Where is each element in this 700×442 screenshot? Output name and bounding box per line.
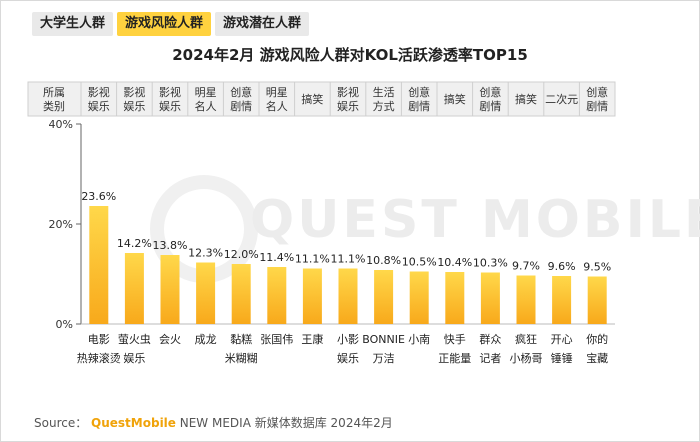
category-label: 明星	[266, 86, 288, 99]
bar	[374, 270, 394, 324]
x-tick-label: 万洁	[373, 352, 395, 365]
x-tick-label: 记者	[479, 352, 501, 365]
x-tick-label: BONNIE	[362, 333, 405, 346]
source-rest: NEW MEDIA 新媒体数据库 2024年2月	[175, 416, 393, 430]
data-label: 9.5%	[583, 261, 611, 274]
data-label: 10.8%	[366, 254, 401, 267]
x-tick-label: 电影	[88, 333, 110, 346]
source-brand: QuestMobile	[91, 416, 176, 430]
y-tick-label: 40%	[49, 118, 73, 131]
category-label: 剧情	[479, 100, 501, 113]
category-label: 创意	[230, 85, 252, 99]
data-label: 11.1%	[295, 253, 330, 266]
category-label: 影视	[159, 85, 181, 99]
data-label: 11.4%	[259, 251, 294, 264]
category-label: 二次元	[545, 92, 578, 106]
x-tick-label: 娱乐	[123, 351, 145, 365]
data-label: 12.0%	[224, 248, 259, 261]
x-tick-label: 王康	[301, 332, 323, 346]
data-label: 12.3%	[188, 247, 223, 260]
y-tick-label: 0%	[56, 318, 73, 331]
bar	[89, 206, 109, 324]
x-tick-label: 成龙	[195, 333, 217, 346]
bar	[552, 276, 572, 324]
bar	[196, 262, 216, 324]
x-tick-label: 锤锤	[551, 351, 573, 365]
category-label: 影视	[123, 85, 145, 99]
y-tick-label: 20%	[49, 218, 73, 231]
category-label: 娱乐	[123, 99, 145, 113]
x-tick-label: 快手	[444, 332, 466, 346]
tab-college-students[interactable]: 大学生人群	[32, 12, 114, 36]
category-label: 搞笑	[301, 92, 323, 106]
x-tick-label: 小影	[337, 333, 359, 346]
category-label: 搞笑	[444, 92, 466, 106]
x-tick-label: 小杨哥	[510, 351, 543, 365]
tab-bar: 大学生人群 游戏风险人群 游戏潜在人群	[32, 12, 310, 36]
x-tick-label: 开心	[551, 333, 573, 346]
x-tick-label: 小南	[408, 333, 430, 346]
data-label: 11.1%	[331, 253, 366, 266]
category-label: 搞笑	[515, 92, 537, 106]
category-label: 创意	[586, 85, 608, 99]
x-tick-label: 会火	[159, 333, 181, 346]
x-tick-label: 你的	[586, 332, 608, 346]
category-label: 生活	[373, 85, 395, 99]
x-tick-label: 张国伟	[260, 333, 293, 346]
tab-game-potential[interactable]: 游戏潜在人群	[215, 12, 310, 36]
data-label: 23.6%	[81, 190, 116, 203]
category-label: 剧情	[408, 100, 430, 113]
tab-game-risk[interactable]: 游戏风险人群	[117, 12, 212, 36]
chart-title: 2024年2月 游戏风险人群对KOL活跃渗透率TOP15	[172, 46, 528, 64]
category-label: 剧情	[230, 100, 252, 113]
bar	[516, 275, 536, 324]
bar	[587, 276, 607, 324]
data-label: 10.5%	[402, 256, 437, 269]
data-label: 10.4%	[437, 256, 472, 269]
bar	[302, 268, 322, 324]
category-label: 娱乐	[88, 99, 110, 113]
x-tick-label: 疯狂	[515, 332, 537, 346]
category-label: 娱乐	[337, 99, 359, 113]
x-tick-label: 娱乐	[337, 351, 359, 365]
category-label: 剧情	[586, 100, 608, 113]
source-prefix: Source：	[34, 416, 92, 430]
category-label: 娱乐	[159, 99, 181, 113]
bar	[160, 255, 180, 324]
data-label: 9.6%	[548, 260, 576, 273]
category-header-label: 类别	[43, 99, 65, 113]
bar	[124, 253, 144, 324]
data-label: 10.3%	[473, 257, 508, 270]
x-tick-label: 正能量	[438, 351, 471, 365]
category-label: 影视	[337, 85, 359, 99]
x-tick-label: 热辣滚烫	[77, 351, 121, 365]
data-label: 9.7%	[512, 260, 540, 273]
x-tick-label: 黏糕	[230, 332, 252, 346]
bar	[409, 271, 429, 324]
source-note: Source： QuestMobile NEW MEDIA 新媒体数据库 202…	[34, 414, 393, 431]
bar	[445, 272, 465, 324]
category-label: 创意	[479, 85, 501, 99]
bar	[231, 264, 251, 324]
data-label: 13.8%	[153, 239, 188, 252]
category-label: 创意	[408, 85, 430, 99]
category-label: 名人	[195, 99, 217, 113]
x-tick-label: 萤火虫	[118, 333, 151, 346]
category-header-label: 所属	[43, 86, 65, 99]
category-label: 影视	[88, 85, 110, 99]
x-tick-label: 米糊糊	[225, 351, 258, 365]
bar	[267, 267, 287, 324]
category-label: 明星	[195, 86, 217, 99]
category-header-row	[27, 81, 616, 117]
data-label: 14.2%	[117, 237, 152, 250]
category-label: 方式	[373, 99, 395, 113]
category-label: 名人	[266, 99, 288, 113]
bar	[480, 272, 500, 324]
x-tick-label: 宝藏	[586, 351, 608, 365]
bar	[338, 268, 358, 324]
x-tick-label: 群众	[479, 332, 501, 346]
